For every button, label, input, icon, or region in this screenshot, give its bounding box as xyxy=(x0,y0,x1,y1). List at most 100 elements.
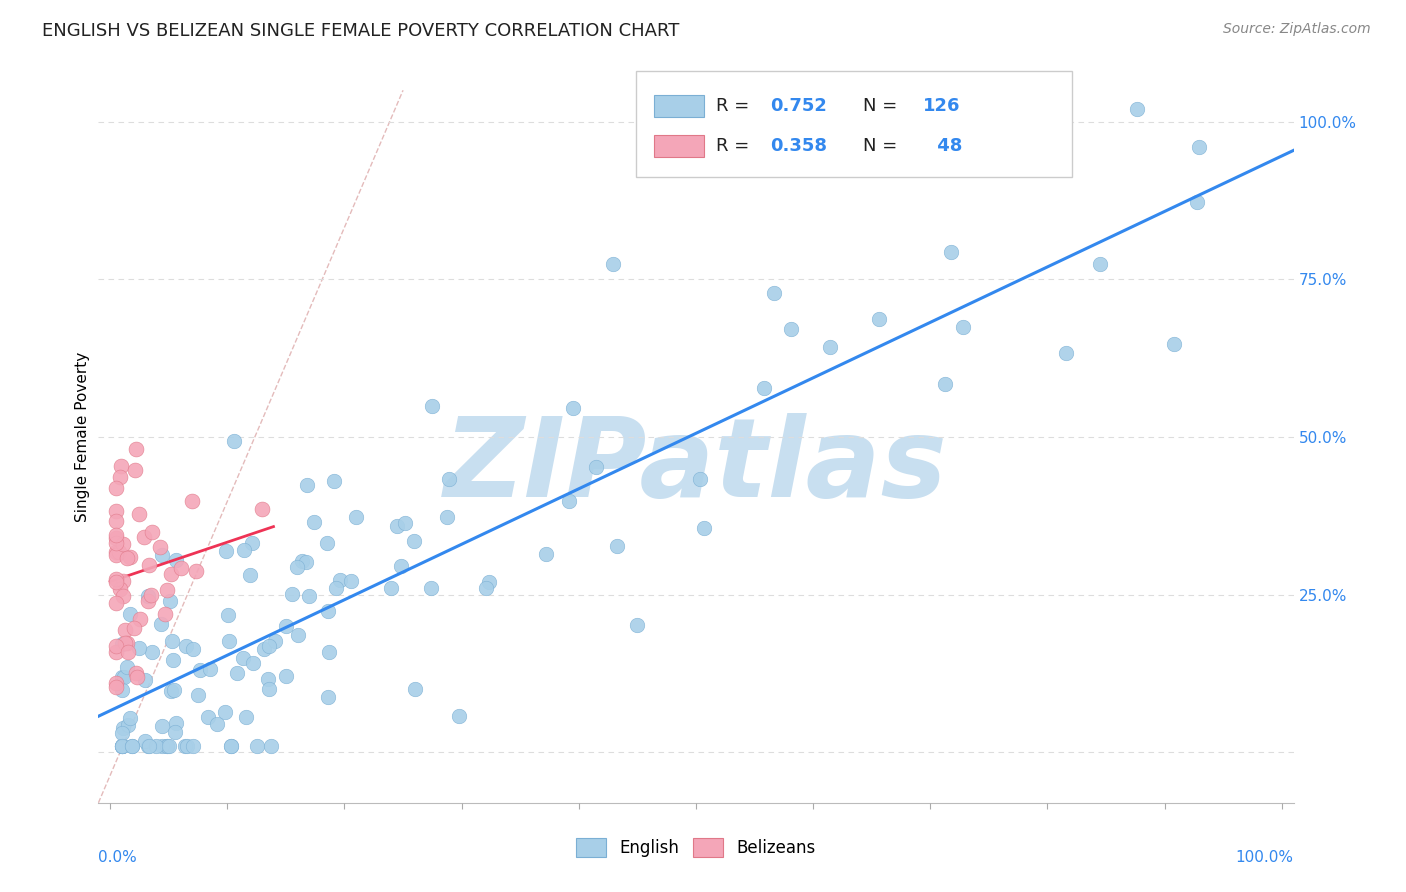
Point xyxy=(325,581,347,595)
Point xyxy=(762,285,785,300)
Point xyxy=(218,633,240,648)
Text: 126: 126 xyxy=(922,97,960,115)
Point xyxy=(105,680,128,694)
Point xyxy=(274,668,297,682)
Point xyxy=(1126,102,1149,116)
Point xyxy=(344,510,367,524)
Point xyxy=(160,633,183,648)
Point xyxy=(138,558,160,572)
Point xyxy=(217,607,239,622)
Point xyxy=(219,739,242,753)
Point xyxy=(105,536,128,550)
Point xyxy=(329,573,352,587)
Point xyxy=(475,581,498,595)
Point xyxy=(242,657,264,671)
FancyBboxPatch shape xyxy=(654,95,704,118)
Point xyxy=(105,544,128,558)
Point xyxy=(246,739,269,753)
Point xyxy=(420,582,443,596)
Point xyxy=(105,572,128,586)
Y-axis label: Single Female Poverty: Single Female Poverty xyxy=(75,352,90,522)
Point xyxy=(120,607,142,621)
Point xyxy=(128,507,150,521)
Point xyxy=(105,528,128,542)
Point xyxy=(141,645,163,659)
Point xyxy=(134,673,156,687)
Point xyxy=(558,494,581,508)
Point xyxy=(111,739,134,753)
Point xyxy=(112,537,135,551)
Point xyxy=(232,651,254,665)
Point xyxy=(253,641,276,656)
Point xyxy=(111,726,134,740)
Point xyxy=(150,548,173,562)
Point xyxy=(606,540,628,554)
Text: R =: R = xyxy=(716,137,755,155)
Point xyxy=(112,670,135,684)
Point xyxy=(318,645,340,659)
Point xyxy=(162,653,184,667)
Point xyxy=(1054,346,1077,360)
Point xyxy=(181,642,204,657)
Text: 100.0%: 100.0% xyxy=(1236,850,1294,865)
Point xyxy=(226,665,249,680)
Point xyxy=(156,582,179,597)
Point xyxy=(105,676,128,690)
Point xyxy=(112,721,135,735)
Text: R =: R = xyxy=(716,97,755,115)
Point xyxy=(114,636,136,650)
Point xyxy=(187,689,209,703)
Point xyxy=(214,705,236,719)
Point xyxy=(105,596,128,610)
Point xyxy=(105,514,128,528)
Text: Source: ZipAtlas.com: Source: ZipAtlas.com xyxy=(1223,22,1371,37)
Point xyxy=(165,725,187,739)
Point xyxy=(285,560,308,574)
Point xyxy=(149,617,172,632)
Point xyxy=(125,442,148,457)
Point xyxy=(149,540,172,554)
Point xyxy=(934,377,956,392)
Point xyxy=(291,554,314,568)
Point xyxy=(257,681,280,696)
Point xyxy=(281,587,304,601)
Point xyxy=(181,739,204,753)
Point xyxy=(105,639,128,653)
Point xyxy=(402,534,425,549)
Point xyxy=(111,637,134,651)
Point xyxy=(169,561,191,575)
Point xyxy=(117,718,139,732)
Point xyxy=(219,739,242,753)
Point xyxy=(111,739,134,753)
Point xyxy=(200,662,222,676)
Text: N =: N = xyxy=(863,137,903,155)
Point xyxy=(105,481,128,495)
Point xyxy=(233,543,256,558)
Point xyxy=(111,739,134,753)
Point xyxy=(952,320,974,334)
Point xyxy=(138,739,160,753)
Point xyxy=(626,617,648,632)
Point xyxy=(176,739,198,753)
Point xyxy=(316,690,339,705)
Point xyxy=(436,509,458,524)
Point xyxy=(165,553,187,567)
Text: 0.358: 0.358 xyxy=(770,137,827,155)
Point xyxy=(163,683,186,698)
Point xyxy=(150,739,173,753)
Point xyxy=(124,463,146,477)
Point xyxy=(298,589,321,603)
Point xyxy=(939,244,962,259)
Point xyxy=(693,521,716,535)
Point xyxy=(115,551,138,566)
Point xyxy=(868,311,890,326)
Point xyxy=(141,524,163,539)
Point xyxy=(111,682,134,697)
Point xyxy=(145,739,167,753)
Point xyxy=(176,639,198,653)
Point xyxy=(111,670,134,684)
Point xyxy=(205,717,228,731)
Point xyxy=(134,734,156,748)
Point xyxy=(260,739,283,753)
Point xyxy=(155,739,177,753)
